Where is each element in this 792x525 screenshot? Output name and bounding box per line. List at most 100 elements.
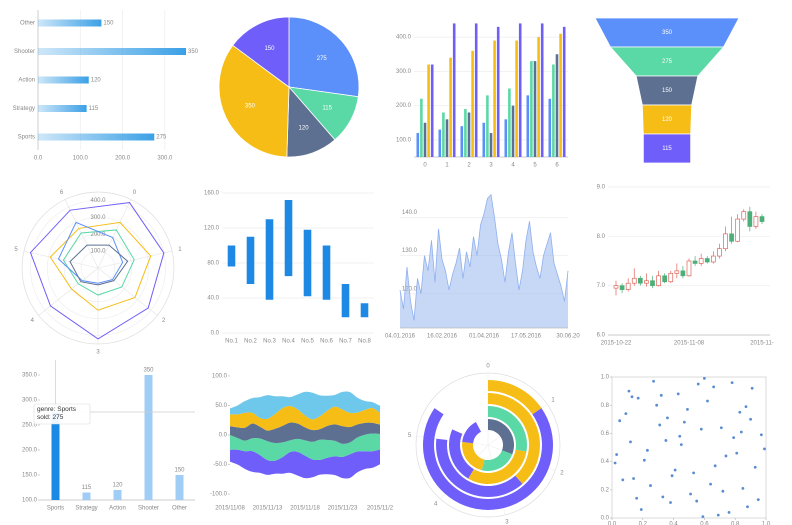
scatter-point — [652, 379, 655, 383]
scatter-point — [738, 410, 742, 414]
x-tick-label: 3 — [489, 163, 493, 169]
y-tick-label: 0.8 — [601, 403, 610, 409]
spoke — [97, 267, 158, 316]
x-tick-label: 2 — [467, 163, 471, 169]
y-tick-label: Other — [20, 21, 35, 27]
y-tick-label: 100.0 — [22, 498, 38, 504]
x-tick-label: 1.0 — [762, 522, 771, 525]
scatter-point — [746, 505, 749, 509]
bar — [474, 23, 478, 157]
scatter-point — [664, 439, 668, 442]
chart-panel: 6.0 7.0 8.0 9.0 2015-10-22 2015-11-08 2015-11- — [597, 185, 774, 347]
x-tick-label: 0.0 — [608, 522, 617, 525]
scatter-point — [730, 381, 734, 385]
chart-panel: 275 115 120 350 150 — [218, 16, 360, 158]
candle-body — [747, 211, 753, 227]
y-tick-label: 300.0 — [396, 69, 412, 75]
scatter-point — [646, 448, 649, 452]
candle-body — [704, 258, 710, 263]
x-tick-label: 0.0 — [34, 156, 43, 162]
y-tick-label: 9.0 — [597, 185, 606, 191]
bar — [82, 492, 91, 500]
candle-body — [686, 260, 692, 277]
scatter-point — [624, 412, 628, 416]
scatter-point — [642, 458, 646, 462]
y-tick-label: 0.6 — [601, 431, 610, 437]
y-tick-label: 7.0 — [597, 283, 606, 289]
scatter-point — [753, 465, 757, 469]
y-tick-label: -100.0 — [210, 492, 228, 498]
scatter-point — [706, 399, 709, 403]
y-tick-label: 0.0 — [601, 516, 610, 522]
bar — [175, 475, 184, 500]
x-tick-label: Other — [172, 506, 187, 512]
funnel-band — [642, 133, 692, 164]
x-tick-label: 2015/11/18 — [290, 506, 320, 512]
bar — [427, 64, 430, 157]
y-tick-label: 160.0 — [204, 191, 220, 197]
x-tick-label: 17.05.2016 — [511, 334, 542, 340]
bar — [504, 119, 508, 157]
chart-panel: 120.0 130.0 140.0 04.01.2016 16.02.2016 01.04… — [385, 193, 580, 340]
stream-layer — [230, 391, 380, 420]
x-tick-label: 2015-10-22 — [601, 341, 632, 347]
scatter-point — [756, 498, 760, 502]
y-tick-label: 150.0 — [22, 473, 38, 479]
bar — [559, 33, 562, 158]
axis-label: 6 — [60, 190, 64, 196]
polar-bar-segment — [462, 421, 482, 444]
chart-panel: 0 1 2 3 4 5 — [408, 364, 564, 525]
r-tick-label: 300.0 — [90, 215, 106, 221]
polar-bar-segment — [423, 408, 553, 510]
scatter-point — [636, 396, 640, 400]
spoke — [64, 199, 99, 269]
y-tick-label: 50.0 — [215, 403, 227, 409]
candle-body — [741, 211, 747, 220]
theta-tick-label: 5 — [408, 433, 412, 439]
y-tick-label: 140.0 — [402, 210, 418, 216]
scatter-point — [627, 389, 631, 393]
band-label: 150 — [662, 88, 673, 94]
x-tick-label: No.4 — [282, 339, 295, 345]
scatter-point — [630, 395, 634, 399]
scatter-point — [701, 515, 705, 518]
scatter-point — [719, 426, 723, 430]
y-tick-label: 120.0 — [402, 286, 418, 292]
scatter-point — [658, 423, 662, 427]
bar — [449, 57, 452, 157]
x-tick-label: 1 — [445, 163, 449, 169]
plot-frame — [611, 376, 767, 519]
polar-bar-segment — [462, 441, 485, 471]
y-tick-label: 6.0 — [597, 333, 606, 339]
x-tick-label: Action — [109, 506, 126, 512]
candle-body — [644, 280, 649, 284]
candle-body — [656, 275, 661, 287]
y-tick-label: 350.0 — [22, 373, 38, 379]
bar — [482, 122, 486, 157]
scatter-point — [632, 477, 635, 480]
range-bar — [341, 284, 350, 318]
theta-tick-label: 0 — [486, 364, 490, 370]
bar — [511, 105, 515, 157]
x-tick-label: No.1 — [225, 339, 238, 345]
polar-bar-segment — [488, 419, 514, 455]
scatter-point — [732, 436, 736, 440]
candle-body — [631, 277, 637, 284]
candle-body — [674, 270, 680, 274]
slice-label: 350 — [245, 103, 256, 109]
scatter-point — [661, 495, 665, 499]
x-tick-label: Strategy — [75, 506, 97, 512]
y-tick-label: 130.0 — [402, 248, 418, 254]
candle-body — [625, 282, 631, 290]
x-tick-label: No.2 — [244, 339, 257, 345]
y-tick-label: 300.0 — [22, 398, 38, 404]
scatter-point — [676, 392, 680, 396]
axis-label: 5 — [14, 247, 18, 253]
x-tick-label: 2015-11- — [750, 341, 774, 347]
candle-body — [717, 248, 722, 257]
tooltip-text: sold: 275 — [37, 414, 64, 421]
scatter-point — [669, 501, 672, 504]
x-tick-label: Shooter — [138, 506, 159, 512]
range-bar — [265, 219, 274, 300]
bar — [464, 109, 467, 157]
